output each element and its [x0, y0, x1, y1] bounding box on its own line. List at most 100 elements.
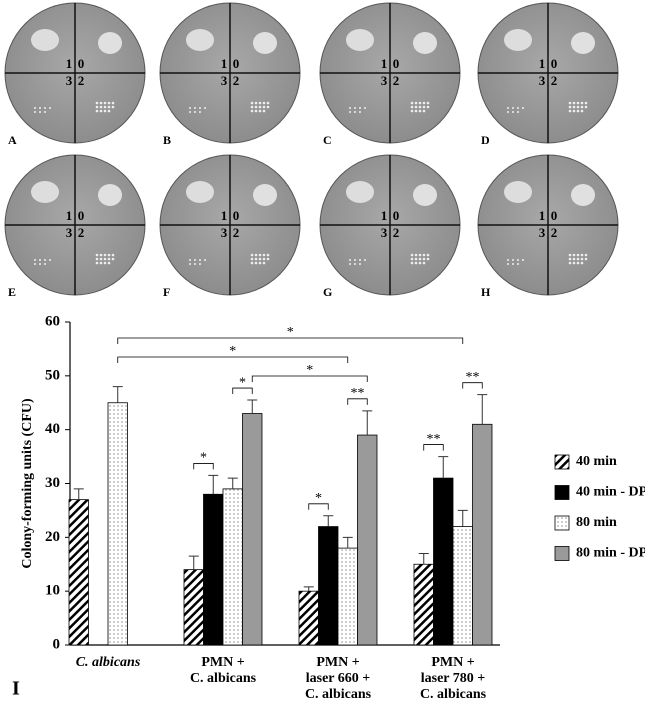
legend-label: 40 min - DPI: [576, 485, 645, 500]
colony-dot: [39, 263, 41, 265]
quadrant-label: 3: [221, 73, 228, 88]
colony-dot: [111, 257, 115, 261]
colony-dot: [39, 111, 41, 113]
colony-dot: [522, 259, 524, 261]
colony-dot: [422, 101, 426, 105]
colony-dot: [111, 101, 115, 105]
legend-swatch: [554, 546, 570, 561]
quadrant-label: 0: [233, 208, 240, 223]
colony-dot: [250, 261, 254, 265]
quadrant-label: 3: [539, 225, 546, 240]
significance-bracket: [462, 382, 483, 389]
colony-dot: [584, 253, 588, 257]
panel-label: G: [323, 285, 332, 299]
colony-dot: [410, 261, 414, 265]
colony-dot: [49, 107, 51, 109]
panel-label: F: [163, 285, 170, 299]
colony: [413, 184, 437, 206]
colony-dot: [349, 107, 351, 109]
significance-label: **: [351, 386, 365, 401]
quadrant-label: 1: [539, 208, 546, 223]
colony: [504, 181, 532, 203]
colony-dot: [254, 109, 258, 113]
panel-label: E: [8, 285, 16, 299]
colony-dot: [426, 253, 430, 257]
colony-dot: [568, 109, 572, 113]
error-bar: [362, 410, 373, 436]
petri-dish: 1 03 2 H: [477, 154, 619, 299]
quadrant-label: 1: [381, 208, 388, 223]
colony-dot: [422, 261, 426, 265]
quadrant-label: 2: [78, 73, 85, 88]
colony-dot: [507, 111, 509, 113]
quadrant-label: 2: [233, 225, 240, 240]
colony-dot: [194, 111, 196, 113]
colony-dot: [414, 253, 418, 257]
bar: [413, 563, 434, 646]
colony-dot: [95, 101, 99, 105]
error-bar: [323, 515, 334, 527]
colony-dot: [34, 259, 36, 261]
quadrant-label: 2: [393, 73, 400, 88]
colony-dot: [584, 105, 588, 109]
colony-dot: [426, 257, 430, 261]
legend-swatch: [554, 454, 570, 470]
colony: [571, 32, 595, 54]
colony-dot: [410, 105, 414, 109]
quadrant-label: 0: [393, 208, 400, 223]
significance-bracket: [117, 337, 464, 344]
colony-dot: [262, 105, 266, 109]
colony-dot: [426, 105, 430, 109]
quadrant-label: 0: [78, 208, 85, 223]
colony-dot: [254, 253, 258, 257]
significance-bracket: [423, 444, 444, 451]
y-tick-label: 50: [45, 367, 60, 383]
significance-bracket: [308, 503, 329, 510]
colony-dot: [199, 263, 201, 265]
quadrant-label: 1: [539, 56, 546, 71]
colony: [31, 29, 59, 51]
x-tick-label: PMN + laser 660 + C. albicans: [304, 655, 372, 702]
bar: [357, 434, 378, 646]
significance-label: *: [287, 325, 294, 340]
petri-dish: 1 03 2 B: [159, 2, 301, 147]
colony-dot: [576, 105, 580, 109]
error-bar: [188, 555, 199, 570]
colony-dot: [258, 109, 262, 113]
colony-dot: [254, 101, 258, 105]
colony: [31, 181, 59, 203]
colony: [253, 32, 277, 54]
colony-dot: [418, 253, 422, 257]
significance-label: **: [466, 370, 480, 385]
colony-dot: [39, 259, 41, 261]
y-tick-label: 60: [45, 313, 60, 329]
colony-dot: [418, 109, 422, 113]
quadrant-label: 3: [66, 225, 73, 240]
colony-dot: [189, 263, 191, 265]
colony-dot: [359, 107, 361, 109]
colony-dot: [99, 109, 103, 113]
colony-dot: [580, 261, 584, 265]
quadrant-label: 1: [66, 56, 73, 71]
colony-dot: [103, 101, 107, 105]
colony-dot: [414, 105, 418, 109]
colony-dot: [584, 257, 588, 261]
error-bar: [73, 488, 84, 500]
quadrant-label: 2: [78, 225, 85, 240]
petri-dish: 1 03 2 E: [4, 154, 146, 299]
quadrant-label: 3: [381, 73, 388, 88]
colony-dot: [258, 257, 262, 261]
colony-dot: [107, 253, 111, 257]
colony-dot: [517, 111, 519, 113]
colony-dot: [95, 253, 99, 257]
colony-dot: [44, 259, 46, 261]
y-tick-label: 30: [45, 475, 60, 491]
colony-dot: [95, 257, 99, 261]
colony-dot: [266, 257, 270, 261]
error-bar: [477, 394, 488, 425]
colony-dot: [107, 109, 111, 113]
colony-dot: [410, 253, 414, 257]
colony-dot: [194, 263, 196, 265]
